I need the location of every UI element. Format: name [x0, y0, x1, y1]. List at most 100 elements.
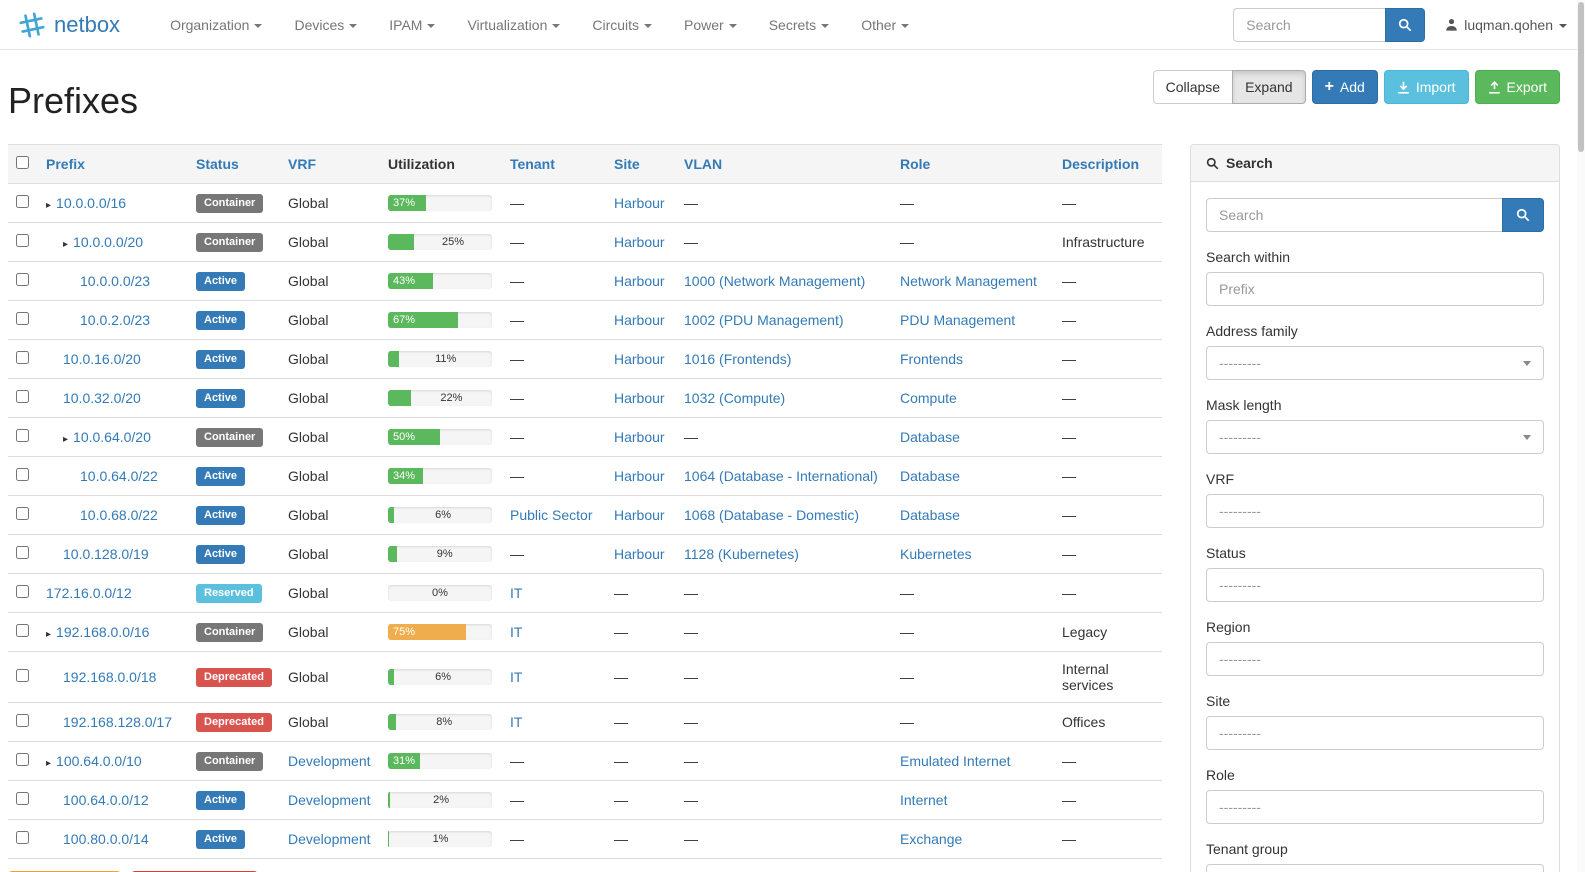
nav-menu-devices[interactable]: Devices	[278, 2, 373, 48]
prefix-link[interactable]: 10.0.128.0/19	[63, 546, 149, 562]
brand-logo[interactable]: netbox	[18, 11, 120, 39]
role-link[interactable]: Frontends	[900, 351, 964, 367]
vlan-link[interactable]: 1016 (Frontends)	[684, 351, 792, 367]
vlan-link[interactable]: 1032 (Compute)	[684, 390, 786, 406]
role-link[interactable]: PDU Management	[900, 312, 1016, 328]
row-checkbox[interactable]	[16, 234, 29, 247]
row-checkbox[interactable]	[16, 792, 29, 805]
filter-select-address-family[interactable]: ---------	[1206, 346, 1544, 380]
column-header-prefix[interactable]: Prefix	[46, 156, 85, 172]
nav-menu-circuits[interactable]: Circuits	[576, 2, 668, 48]
prefix-link[interactable]: 10.0.16.0/20	[63, 351, 141, 367]
select-all-checkbox[interactable]	[16, 156, 29, 169]
role-link[interactable]: Compute	[900, 390, 957, 406]
prefix-link[interactable]: 10.0.0.0/16	[56, 195, 127, 211]
prefix-link[interactable]: 10.0.32.0/20	[63, 390, 141, 406]
role-link[interactable]: Internet	[900, 792, 948, 808]
row-checkbox[interactable]	[16, 312, 29, 325]
expand-caret-icon[interactable]: ▸	[46, 758, 52, 769]
prefix-link[interactable]: 100.80.0.0/14	[63, 831, 149, 847]
prefix-link[interactable]: 10.0.0.0/20	[73, 234, 144, 250]
nav-menu-virtualization[interactable]: Virtualization	[451, 2, 576, 48]
filter-input-vrf[interactable]	[1206, 494, 1544, 528]
tenant-link[interactable]: IT	[510, 624, 523, 640]
column-header-description[interactable]: Description	[1062, 156, 1140, 172]
vrf-link[interactable]: Development	[288, 753, 371, 769]
navbar-search-button[interactable]	[1385, 7, 1426, 42]
prefix-link[interactable]: 192.168.128.0/17	[63, 714, 172, 730]
row-checkbox[interactable]	[16, 468, 29, 481]
tenant-link[interactable]: IT	[510, 585, 523, 601]
expand-caret-icon[interactable]: ▸	[63, 239, 69, 250]
row-checkbox[interactable]	[16, 429, 29, 442]
row-checkbox[interactable]	[16, 195, 29, 208]
vlan-link[interactable]: 1068 (Database - Domestic)	[684, 507, 860, 523]
filter-select-mask-length[interactable]: ---------	[1206, 420, 1544, 454]
site-link[interactable]: Harbour	[614, 468, 665, 484]
column-header-status[interactable]: Status	[196, 156, 239, 172]
expand-caret-icon[interactable]: ▸	[46, 200, 52, 211]
role-link[interactable]: Kubernetes	[900, 546, 972, 562]
vrf-link[interactable]: Development	[288, 792, 371, 808]
role-link[interactable]: Exchange	[900, 831, 963, 847]
role-link[interactable]: Emulated Internet	[900, 753, 1011, 769]
export-button[interactable]: Export	[1474, 70, 1560, 104]
navbar-search-input[interactable]	[1233, 7, 1386, 42]
nav-menu-other[interactable]: Other	[845, 2, 925, 48]
column-header-tenant[interactable]: Tenant	[510, 156, 555, 172]
vlan-link[interactable]: 1000 (Network Management)	[684, 273, 866, 289]
role-link[interactable]: Database	[900, 468, 960, 484]
vrf-link[interactable]: Development	[288, 831, 371, 847]
vlan-link[interactable]: 1002 (PDU Management)	[684, 312, 844, 328]
expand-caret-icon[interactable]: ▸	[46, 629, 52, 640]
import-button[interactable]: Import	[1383, 70, 1469, 104]
site-link[interactable]: Harbour	[614, 312, 665, 328]
row-checkbox[interactable]	[16, 273, 29, 286]
prefix-link[interactable]: 10.0.0.0/23	[80, 273, 151, 289]
filter-input-search-within[interactable]	[1206, 272, 1544, 306]
nav-menu-secrets[interactable]: Secrets	[753, 2, 845, 48]
sidebar-search-button[interactable]	[1502, 198, 1544, 232]
nav-menu-power[interactable]: Power	[668, 2, 753, 48]
site-link[interactable]: Harbour	[614, 273, 665, 289]
row-checkbox[interactable]	[16, 669, 29, 682]
vlan-link[interactable]: 1128 (Kubernetes)	[684, 546, 799, 562]
scrollbar[interactable]	[1577, 0, 1585, 872]
sidebar-search-input[interactable]	[1206, 198, 1502, 232]
expand-caret-icon[interactable]: ▸	[63, 434, 69, 445]
row-checkbox[interactable]	[16, 585, 29, 598]
user-menu[interactable]: luqman.qohen	[1445, 17, 1567, 33]
site-link[interactable]: Harbour	[614, 507, 665, 523]
prefix-link[interactable]: 10.0.68.0/22	[80, 507, 158, 523]
column-header-role[interactable]: Role	[900, 156, 931, 172]
filter-input-tenant-group[interactable]	[1206, 864, 1544, 872]
prefix-link[interactable]: 10.0.2.0/23	[80, 312, 151, 328]
site-link[interactable]: Harbour	[614, 351, 665, 367]
prefix-link[interactable]: 192.168.0.0/16	[56, 624, 150, 640]
prefix-link[interactable]: 172.16.0.0/12	[46, 585, 132, 601]
tenant-link[interactable]: IT	[510, 714, 523, 730]
role-link[interactable]: Database	[900, 507, 960, 523]
tenant-link[interactable]: IT	[510, 669, 523, 685]
row-checkbox[interactable]	[16, 351, 29, 364]
role-link[interactable]: Database	[900, 429, 960, 445]
add-button[interactable]: + Add	[1311, 70, 1378, 104]
site-link[interactable]: Harbour	[614, 390, 665, 406]
prefix-link[interactable]: 100.64.0.0/12	[63, 792, 149, 808]
row-checkbox[interactable]	[16, 390, 29, 403]
column-header-vlan[interactable]: VLAN	[684, 156, 723, 172]
site-link[interactable]: Harbour	[614, 234, 665, 250]
filter-input-region[interactable]	[1206, 642, 1544, 676]
vlan-link[interactable]: 1064 (Database - International)	[684, 468, 878, 484]
scrollbar-thumb[interactable]	[1578, 2, 1584, 152]
row-checkbox[interactable]	[16, 507, 29, 520]
filter-input-site[interactable]	[1206, 716, 1544, 750]
column-header-site[interactable]: Site	[614, 156, 640, 172]
tenant-link[interactable]: Public Sector	[510, 507, 593, 523]
site-link[interactable]: Harbour	[614, 195, 665, 211]
row-checkbox[interactable]	[16, 624, 29, 637]
prefix-link[interactable]: 10.0.64.0/22	[80, 468, 158, 484]
column-header-vrf[interactable]: VRF	[288, 156, 316, 172]
row-checkbox[interactable]	[16, 546, 29, 559]
nav-menu-ipam[interactable]: IPAM	[373, 2, 451, 48]
